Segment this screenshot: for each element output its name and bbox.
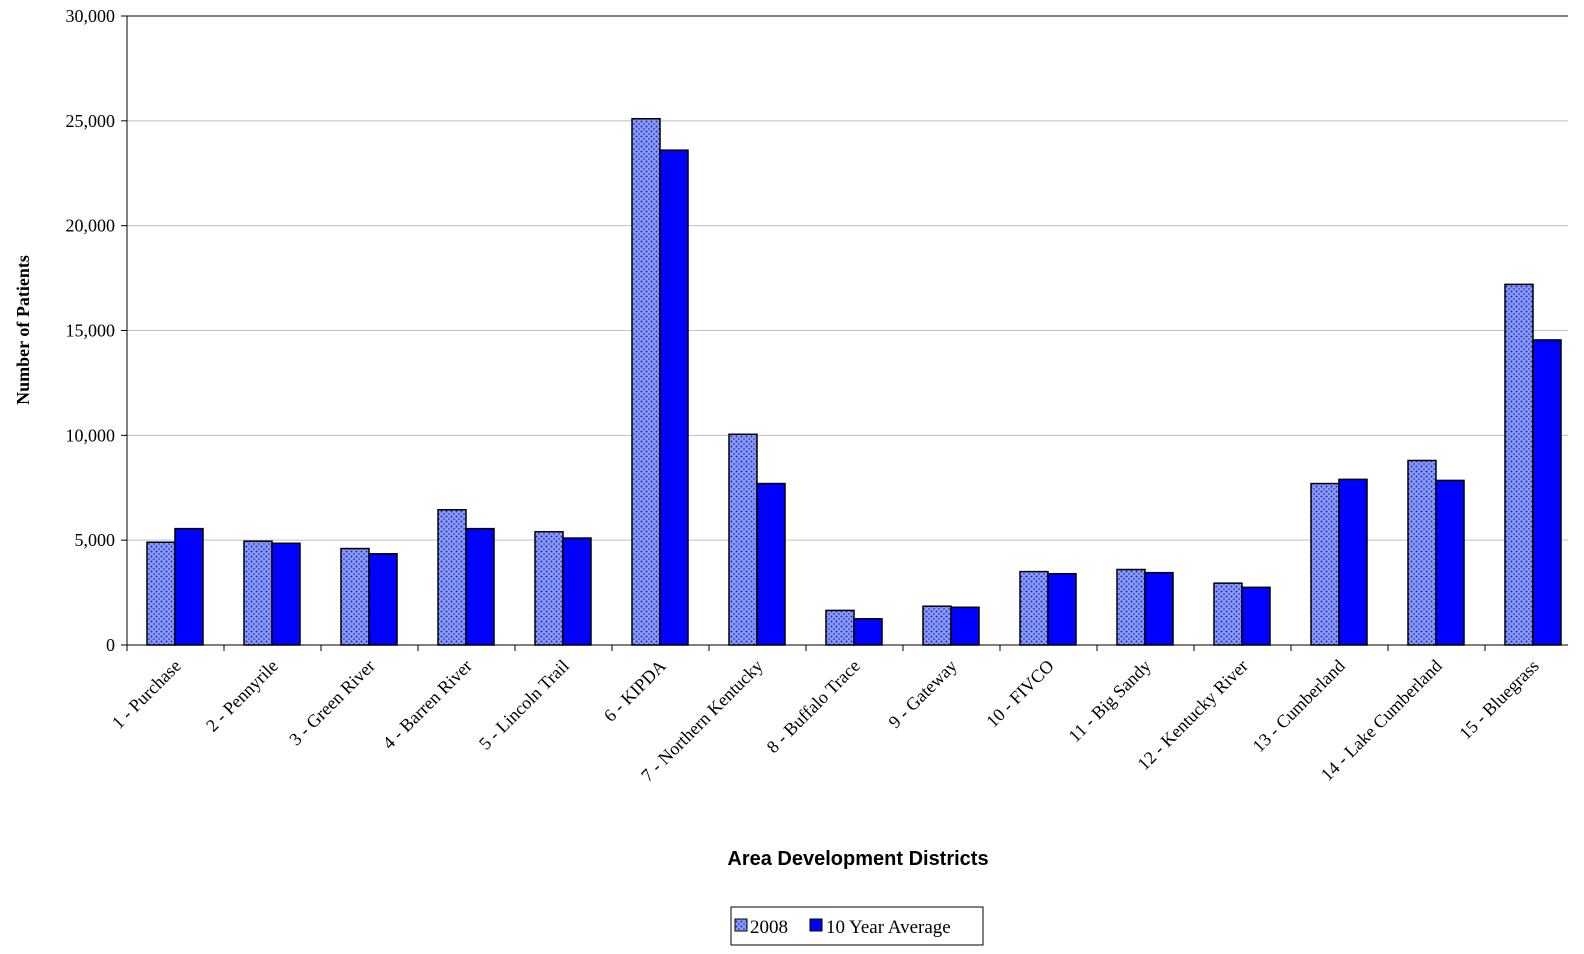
bar-2008 xyxy=(1019,570,1049,646)
y-tick-label: 5,000 xyxy=(75,530,116,550)
x-tick-label: 15 - Bluegrass xyxy=(1455,656,1543,744)
legend-swatch-2008 xyxy=(734,918,748,932)
x-tick-label: 2 - Pennyrile xyxy=(202,656,282,736)
bar-2008 xyxy=(1504,283,1534,646)
bar-2008 xyxy=(534,531,564,646)
legend-box xyxy=(730,906,984,946)
bar-10-year-average xyxy=(659,149,689,646)
y-tick-label: 15,000 xyxy=(66,321,116,341)
x-tick-label: 1 - Purchase xyxy=(108,656,185,733)
bar-2008 xyxy=(146,541,176,646)
bar-10-year-average xyxy=(1047,572,1077,646)
bar-10-year-average xyxy=(1338,478,1368,646)
bar-10-year-average xyxy=(950,606,980,646)
bar-10-year-average xyxy=(1241,586,1271,646)
bar-2008 xyxy=(825,609,855,646)
gridlines xyxy=(127,15,1568,541)
legend-label-2008: 2008 xyxy=(750,917,788,938)
bar-10-year-average xyxy=(368,553,398,646)
legend-swatch-10-year-average xyxy=(809,918,823,932)
legend-label-10-year-average: 10 Year Average xyxy=(826,917,951,938)
y-axis-label: Number of Patients xyxy=(13,255,33,405)
bar-2008 xyxy=(243,540,273,646)
x-axis-label: Area Development Districts xyxy=(727,848,988,870)
x-tick-label: 8 - Buffalo Trace xyxy=(763,656,864,757)
x-tick-label: 9 - Gateway xyxy=(884,656,960,732)
bar-10-year-average xyxy=(1435,479,1465,646)
bar-2008 xyxy=(728,433,758,646)
y-tick-label: 0 xyxy=(106,635,115,655)
bar-10-year-average xyxy=(853,618,883,646)
x-tick-label: 4 - Barren River xyxy=(379,656,476,753)
bar-2008 xyxy=(340,547,370,646)
x-tick-label: 6 - KIPDA xyxy=(600,656,670,726)
y-tick-label: 20,000 xyxy=(66,216,116,236)
bar-10-year-average xyxy=(465,527,495,646)
bar-10-year-average xyxy=(1144,571,1174,646)
x-tick-label: 11 - Big Sandy xyxy=(1064,656,1154,746)
y-tick-label: 30,000 xyxy=(66,6,116,26)
x-axis-ticks: 1 - Purchase 2 - Pennyrile 3 - Green River… xyxy=(108,645,1543,785)
bar-10-year-average xyxy=(1532,339,1562,646)
y-tick-label: 10,000 xyxy=(66,425,116,445)
bar-2008 xyxy=(437,509,467,646)
x-tick-label: 3 - Green River xyxy=(285,656,379,750)
bar-10-year-average xyxy=(562,537,592,646)
x-tick-label: 5 - Lincoln Trail xyxy=(475,656,573,754)
bar-2008 xyxy=(1407,459,1437,646)
bar-10-year-average xyxy=(271,542,301,646)
bar-2008 xyxy=(1116,568,1146,646)
y-axis-ticks: 0 5,000 10,000 15,000 20,000 25,000 30,000 xyxy=(66,6,127,655)
bar-10-year-average xyxy=(756,482,786,646)
bar-2008 xyxy=(1213,582,1243,646)
bar-2008 xyxy=(1310,482,1340,646)
bars xyxy=(146,117,1562,646)
x-tick-label: 13 - Cumberland xyxy=(1248,656,1348,756)
legend: 2008 10 Year Average xyxy=(730,906,984,946)
bar-2008 xyxy=(631,117,661,646)
y-tick-label: 25,000 xyxy=(66,111,116,131)
bar-10-year-average xyxy=(174,527,204,646)
bar-2008 xyxy=(922,605,952,646)
x-tick-label: 10 - FIVCO xyxy=(982,656,1058,732)
